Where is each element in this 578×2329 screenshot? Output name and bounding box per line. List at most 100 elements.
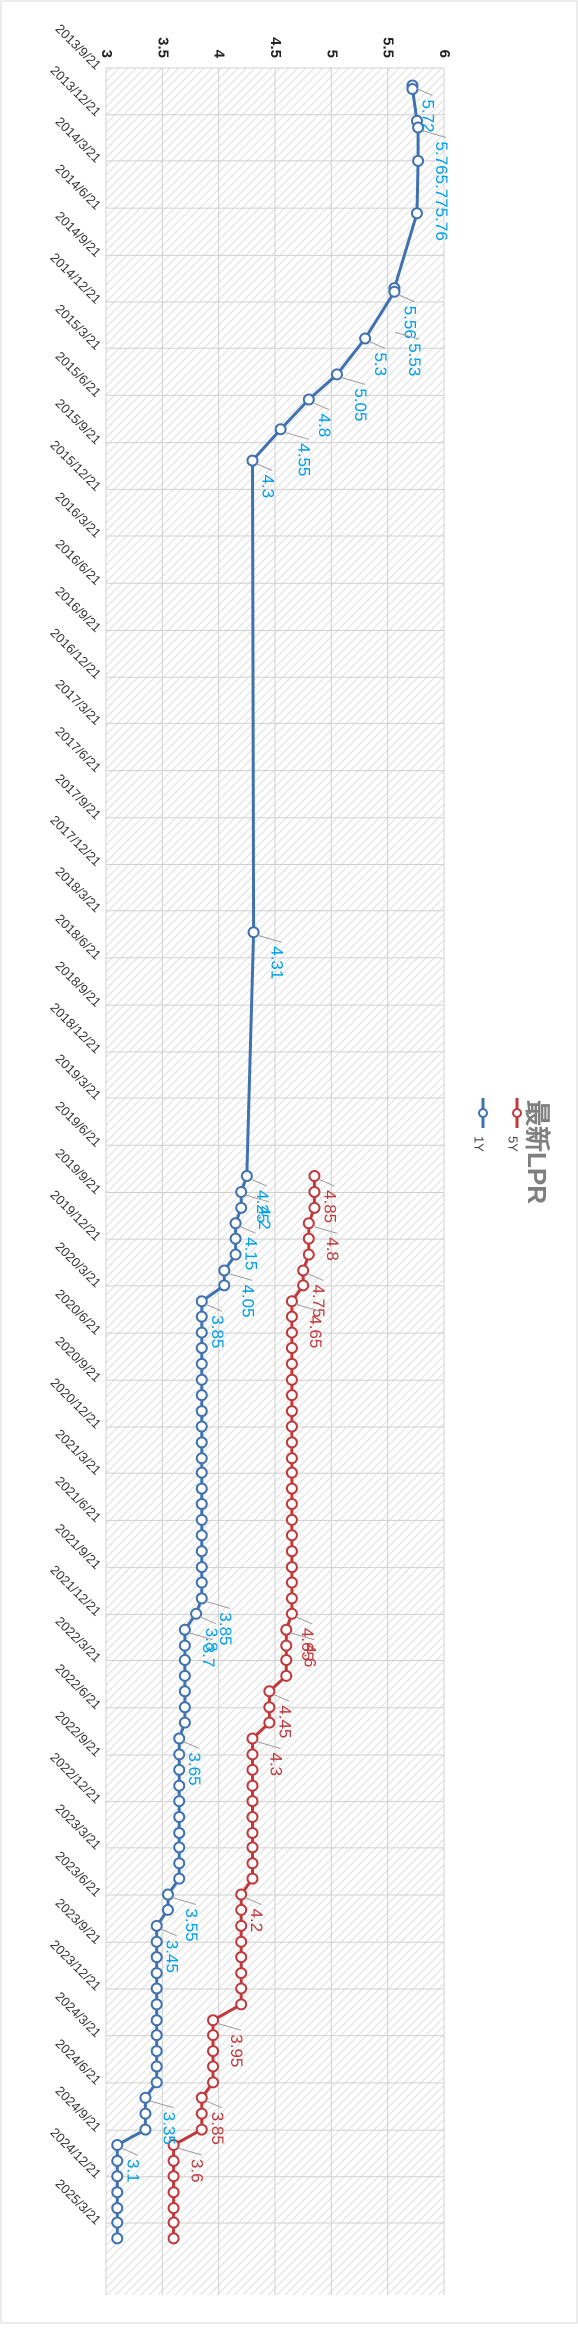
data-point-1Y xyxy=(111,2170,124,2183)
data-point-5Y xyxy=(246,1779,259,1792)
data-point-1Y xyxy=(161,1888,174,1901)
data-label-1Y: 5.05 xyxy=(351,388,370,421)
data-label-1Y: 3.35 xyxy=(159,2112,178,2145)
data-point-5Y xyxy=(246,1826,259,1839)
data-point-5Y xyxy=(246,1763,259,1776)
data-point-1Y xyxy=(195,1373,208,1386)
data-label-leader xyxy=(121,2147,138,2156)
data-label-leader xyxy=(250,1178,268,1187)
data-label-leader xyxy=(368,341,386,349)
data-label-leader xyxy=(340,376,366,385)
data-point-5Y xyxy=(167,2186,180,2199)
data-point-5Y xyxy=(235,1998,248,2011)
data-point-5Y xyxy=(235,1951,248,1964)
data-point-1Y xyxy=(150,1935,163,1948)
data-point-1Y xyxy=(173,1795,186,1808)
data-label-leader xyxy=(295,1303,321,1312)
data-point-1Y xyxy=(178,1685,191,1698)
data-point-5Y xyxy=(285,1482,298,1495)
data-point-5Y xyxy=(302,1248,315,1261)
data-point-5Y xyxy=(285,1420,298,1433)
data-label-leader xyxy=(312,402,330,410)
data-label-1Y: 5.56 xyxy=(400,306,419,339)
data-label-5Y: 4.75 xyxy=(309,1284,328,1317)
data-point-1Y xyxy=(195,1405,208,1418)
data-point-5Y xyxy=(285,1436,298,1449)
data-point-5Y xyxy=(297,1279,310,1292)
data-point-1Y xyxy=(235,1185,248,1198)
data-point-1Y xyxy=(302,393,315,406)
data-point-1Y xyxy=(111,2186,124,2199)
data-label-1Y: 5.53 xyxy=(405,343,424,376)
data-point-1Y xyxy=(173,1763,186,1776)
data-label-1Y: 3.55 xyxy=(182,1909,201,1942)
data-point-5Y xyxy=(285,1561,298,1574)
data-point-1Y xyxy=(190,1607,203,1620)
data-point-1Y xyxy=(111,2202,124,2215)
data-label-1Y: 4.2 xyxy=(255,1206,274,1230)
data-point-1Y xyxy=(111,2138,124,2151)
data-label-leader xyxy=(312,1225,337,1234)
value-tick-label: 4.5 xyxy=(267,37,284,58)
data-label-5Y: 4.85 xyxy=(320,1190,339,1223)
data-point-1Y xyxy=(412,154,425,167)
data-point-5Y xyxy=(280,1623,293,1636)
data-point-1Y xyxy=(235,1201,248,1214)
data-point-5Y xyxy=(207,2045,220,2058)
data-point-1Y xyxy=(229,1217,242,1230)
data-label-1Y: 3.85 xyxy=(208,1315,227,1348)
data-point-5Y xyxy=(263,1701,276,1714)
data-label-1Y: 4.3 xyxy=(258,475,277,499)
data-point-5Y xyxy=(195,2123,208,2136)
data-point-5Y xyxy=(302,1232,315,1245)
data-label-leader xyxy=(318,1178,335,1187)
data-point-1Y xyxy=(173,1779,186,1792)
data-point-5Y xyxy=(285,1607,298,1620)
data-point-1Y xyxy=(412,121,425,134)
data-label-5Y: 4.65 xyxy=(306,1315,325,1348)
data-point-5Y xyxy=(285,1576,298,1589)
legend-marker-1Y xyxy=(478,1108,488,1118)
data-point-1Y xyxy=(178,1623,191,1636)
data-point-1Y xyxy=(173,1841,186,1854)
data-point-5Y xyxy=(285,1466,298,1479)
data-point-1Y xyxy=(150,2045,163,2058)
data-point-1Y xyxy=(150,1919,163,1932)
data-point-1Y xyxy=(173,1826,186,1839)
data-point-1Y xyxy=(150,2076,163,2089)
data-point-1Y xyxy=(229,1232,242,1245)
data-point-5Y xyxy=(246,1841,259,1854)
data-point-5Y xyxy=(207,2029,220,2042)
data-point-1Y xyxy=(195,1529,208,1542)
data-label-1Y: 3.7 xyxy=(199,1644,218,1668)
data-point-1Y xyxy=(406,83,419,96)
data-point-1Y xyxy=(150,2060,163,2073)
data-label-leader xyxy=(239,1225,256,1234)
data-point-5Y xyxy=(285,1295,298,1308)
value-tick-label: 6 xyxy=(436,50,453,58)
data-point-1Y xyxy=(388,285,401,298)
data-point-1Y xyxy=(195,1576,208,1589)
chart-title: 最新LPR xyxy=(522,1100,552,1204)
legend: 1Y 5Y xyxy=(472,1098,522,1152)
data-point-1Y xyxy=(150,1967,163,1980)
data-point-1Y xyxy=(246,454,259,467)
data-point-5Y xyxy=(246,1732,259,1745)
data-point-5Y xyxy=(280,1654,293,1667)
data-point-5Y xyxy=(285,1545,298,1558)
data-label-1Y: 4.55 xyxy=(295,443,314,476)
data-label-leader xyxy=(306,1273,324,1281)
data-point-1Y xyxy=(173,1748,186,1761)
data-point-1Y xyxy=(274,423,287,436)
data-point-1Y xyxy=(195,1326,208,1339)
data-point-1Y xyxy=(111,2232,124,2245)
data-point-1Y xyxy=(173,1857,186,1870)
data-label-1Y: 5.765.775.76 xyxy=(432,142,451,241)
data-label-leader xyxy=(228,1272,253,1281)
value-tick-label: 4 xyxy=(211,50,228,59)
data-label-leader xyxy=(394,331,420,340)
data-label-leader xyxy=(398,294,415,303)
value-tick-label: 3 xyxy=(98,50,115,58)
data-point-1Y xyxy=(195,1545,208,1558)
